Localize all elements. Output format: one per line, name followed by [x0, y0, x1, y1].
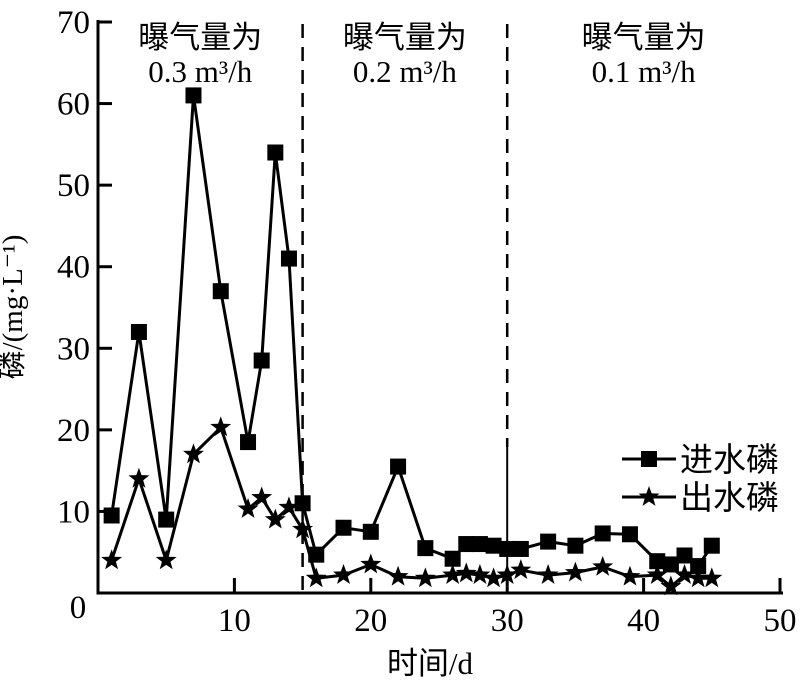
square-marker-day-12 [253, 352, 270, 369]
region-label-0-line2: 0.3 m³/h [148, 54, 253, 89]
square-marker-day-37 [594, 525, 611, 542]
square-marker-day-27 [458, 536, 475, 553]
x-axis-ticks: 10 20 30 40 50 [218, 578, 797, 639]
x-tick-label-30: 30 [491, 603, 524, 639]
star-marker-day-13 [264, 508, 286, 529]
square-marker-day-18 [335, 519, 352, 536]
y-axis-title: 磷/(mg·L⁻¹) [0, 235, 29, 380]
y-tick-label-40: 40 [57, 250, 90, 286]
region-label-0-line1: 曝气量为 [138, 20, 262, 55]
region-separators [301, 24, 509, 592]
region-label-2-line2: 0.1 m³/h [592, 54, 697, 89]
y-tick-label-50: 50 [57, 168, 90, 204]
axes [96, 20, 783, 595]
square-marker-day-14 [280, 250, 297, 267]
star-marker-day-18 [333, 564, 354, 584]
square-marker-day-1 [103, 507, 120, 524]
legend-label-1: 出水磷 [680, 480, 779, 517]
legend-square-icon [641, 451, 657, 467]
star-marker-day-26 [442, 564, 464, 584]
star-marker-day-1 [101, 549, 123, 570]
square-marker-day-29 [485, 537, 502, 554]
region-label-2-line1: 曝气量为 [582, 20, 706, 55]
square-marker-day-26 [444, 550, 461, 567]
star-marker-day-15 [292, 518, 314, 539]
star-marker-day-39 [619, 565, 641, 586]
series-effluent-phosphorus [101, 416, 723, 596]
square-marker-day-15 [294, 495, 311, 512]
star-marker-day-29 [483, 567, 505, 588]
square-marker-day-31 [512, 540, 529, 557]
star-marker-day-44 [687, 567, 709, 588]
star-marker-day-35 [564, 561, 586, 582]
square-marker-day-33 [540, 533, 557, 550]
square-marker-day-45 [703, 537, 720, 554]
square-marker-day-5 [158, 511, 175, 528]
legend-label-0: 进水磷 [680, 442, 779, 479]
y-tick-label-10: 10 [57, 494, 90, 530]
star-marker-day-12 [251, 486, 273, 507]
square-marker-day-3 [130, 323, 147, 340]
star-marker-day-24 [414, 567, 436, 588]
star-marker-day-37 [592, 555, 614, 576]
y-tick-label-0: 0 [70, 590, 87, 626]
legend-star-icon [638, 486, 660, 506]
star-marker-day-5 [155, 549, 177, 570]
y-tick-label-30: 30 [57, 331, 90, 367]
star-marker-day-30 [496, 564, 518, 584]
y-tick-label-20: 20 [57, 413, 90, 449]
square-marker-day-30 [499, 540, 516, 557]
square-marker-day-44 [690, 558, 707, 575]
star-marker-day-28 [469, 564, 491, 584]
star-marker-day-41 [646, 564, 668, 584]
star-marker-day-3 [128, 467, 150, 488]
square-marker-day-41 [649, 553, 666, 570]
star-marker-day-11 [237, 497, 259, 518]
axis-titles: 时间/d 磷/(mg·L⁻¹) [0, 235, 474, 681]
square-marker-day-13 [267, 144, 284, 161]
x-tick-label-50: 50 [764, 603, 797, 639]
y-axis-ticks: 0 10 20 30 40 50 60 70 [57, 5, 112, 626]
region-label-1-line1: 曝气量为 [343, 20, 467, 55]
star-marker-day-14 [278, 496, 300, 517]
square-marker-day-24 [417, 540, 434, 557]
square-marker-day-43 [676, 547, 693, 564]
star-marker-day-9 [210, 416, 232, 437]
star-marker-day-31 [510, 559, 532, 580]
square-marker-day-7 [185, 87, 202, 104]
square-marker-day-35 [567, 537, 584, 554]
x-tick-label-40: 40 [627, 603, 660, 639]
square-marker-day-39 [621, 526, 638, 543]
square-marker-day-22 [390, 458, 407, 475]
star-marker-day-7 [183, 443, 204, 464]
square-marker-day-9 [212, 283, 229, 300]
region-label-1-line2: 0.2 m³/h [353, 54, 458, 89]
star-marker-day-45 [701, 567, 723, 588]
square-marker-day-28 [471, 536, 488, 553]
star-marker-day-20 [360, 553, 382, 574]
star-marker-day-43 [674, 564, 695, 584]
y-tick-label-60: 60 [57, 87, 90, 123]
star-marker-day-16 [305, 567, 327, 588]
x-tick-label-10: 10 [218, 603, 251, 639]
series-influent-phosphorus [103, 87, 720, 575]
square-marker-day-20 [362, 523, 379, 540]
series-line-进水磷 [110, 93, 714, 568]
square-marker-day-11 [240, 434, 257, 451]
x-axis-title: 时间/d [387, 646, 474, 681]
star-marker-day-33 [537, 564, 559, 584]
square-marker-day-42 [662, 556, 679, 573]
star-marker-day-22 [387, 565, 409, 586]
star-marker-day-27 [455, 562, 477, 583]
x-tick-label-20: 20 [354, 603, 387, 639]
star-marker-day-42 [660, 575, 682, 596]
y-tick-label-70: 70 [57, 5, 90, 41]
